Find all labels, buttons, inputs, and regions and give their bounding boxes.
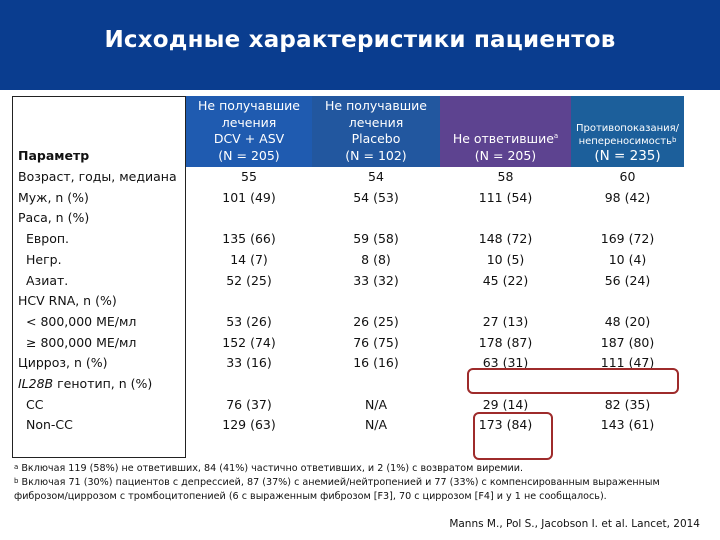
row-label: Европ. [26,231,69,247]
cell-value [312,374,440,395]
row-label: HCV RNA, n (%) [18,293,117,309]
cell-value: 173 (84) [478,417,533,433]
cell-value: 33 (32) [353,272,399,288]
table-row: HCV RNA, n (%) [12,291,684,312]
cell-value [312,208,440,229]
cell-value: 54 [368,169,384,184]
cell-value: 178 (87) [478,334,533,350]
header-dcv-asv: Не получавшие лечения DCV + ASV (N = 205) [186,96,312,167]
cell-value: N/A [364,417,388,433]
table-row: < 800,000 МЕ/мл 53 (26) 26 (25) 27 (13) 48 (… [12,312,684,333]
cell-value: 45 (22) [482,272,529,288]
table-row: Муж, n (%) 101 (49) 54 (53) 111 (54) 98 (42) [12,188,684,209]
row-label: Негр. [26,251,62,267]
table-row: Возраст, годы, медиана 55 54 58 60 [12,167,684,188]
table-row: ≥ 800,000 МЕ/мл 152 (74) 76 (75) 178 (87) 18… [12,333,684,354]
cell-value: 26 (25) [353,313,399,329]
cell-value [571,374,684,395]
cell-value: 27 (13) [482,313,529,329]
row-label: Цирроз, n (%) [18,355,108,371]
cell-value: 187 (80) [600,334,655,350]
table-row: CC 76 (37) N/A 29 (14) 82 (35) [12,395,684,416]
table-row: IL28B генотип, n (%) [12,374,684,395]
cell-value: 14 (7) [230,251,268,267]
cell-value: 76 (37) [226,396,272,412]
cell-value: 111 (47) [600,355,655,371]
title-bar: Исходные характеристики пациентов [0,0,720,90]
cell-value: 111 (54) [478,189,533,205]
cell-value: 129 (63) [222,417,276,433]
table-row: Европ. 135 (66) 59 (58) 148 (72) 169 (72) [12,229,684,250]
cell-value: 101 (49) [222,189,276,205]
row-label: Возраст, годы, медиана [18,169,177,184]
cell-value [440,374,571,395]
footnote-b-cont: фиброзом/циррозом с тромбоцитопенией (6 … [14,491,607,502]
header-contraindication: Противопоказания/ непереносимостьb (N = … [571,96,684,167]
cell-value: 60 [619,169,636,184]
cell-value: 10 (4) [608,251,647,267]
table-row: Негр. 14 (7) 8 (8) 10 (5) 10 (4) [12,250,684,271]
cell-value [571,291,684,312]
cell-value: 135 (66) [222,231,276,247]
row-label: Азиат. [26,272,69,288]
baseline-characteristics-table: Параметр Не получавшие лечения DCV + ASV (N… [12,96,684,436]
cell-value: N/A [364,396,388,412]
cell-value: 54 (53) [353,189,399,205]
cell-value: 63 (31) [482,355,529,371]
header-param: Параметр [18,147,90,163]
cell-value: 10 (5) [486,251,525,267]
row-label: Раса, n (%) [18,210,90,226]
row-label: CC [26,396,44,412]
cell-value [440,291,571,312]
citation: Manns M., Pol S., Jacobson I. et al. Lan… [449,518,700,530]
cell-value: 152 (74) [222,334,276,350]
cell-value: 8 (8) [361,251,391,267]
cell-value: 148 (72) [478,231,533,247]
table-header-row: Параметр Не получавшие лечения DCV + ASV (N… [12,96,684,167]
table-row: Раса, n (%) [12,208,684,229]
table-row: Азиат. 52 (25) 33 (32) 45 (22) 56 (24) [12,271,684,292]
footnote-b: b Включая 71 (30%) пациентов с депрессие… [14,477,660,488]
cell-value: 53 (26) [226,313,272,329]
row-label: IL28B генотип, n (%) [18,376,153,392]
cell-value [440,208,571,229]
cell-value [571,208,684,229]
cell-value: 59 (58) [353,231,399,247]
row-label: ≥ 800,000 МЕ/мл [26,334,137,350]
cell-value: 16 (16) [353,355,399,371]
cell-value [186,208,312,229]
cell-value: 98 (42) [604,189,651,205]
cell-value: 33 (16) [226,355,272,371]
cell-value: 56 (24) [604,272,651,288]
cell-value: 48 (20) [604,313,651,329]
cell-value: 58 [497,169,514,184]
cell-value: 76 (75) [353,334,399,350]
footnote-a: a Включая 119 (58%) не ответивших, 84 (4… [14,463,524,474]
header-non-responders: Не ответившиеa (N = 205) [440,96,571,167]
cell-value: 52 (25) [226,272,272,288]
cell-value [312,291,440,312]
cell-value: 143 (61) [600,417,655,433]
table-row: Цирроз, n (%) 33 (16) 16 (16) 63 (31) 111 (4… [12,353,684,374]
cell-value [186,374,312,395]
page-title: Исходные характеристики пациентов [104,27,616,53]
cell-value: 82 (35) [604,396,651,412]
row-label: Non-CC [26,417,73,433]
row-label: Муж, n (%) [18,189,89,205]
table-row: Non-CC 129 (63) N/A 173 (84) 143 (61) [12,415,684,436]
row-label: < 800,000 МЕ/мл [26,313,137,329]
cell-value: 29 (14) [482,396,529,412]
cell-value: 169 (72) [600,231,655,247]
header-placebo: Не получавшие лечения Placebo (N = 102) [312,96,440,167]
cell-value [186,291,312,312]
cell-value: 55 [241,169,257,184]
